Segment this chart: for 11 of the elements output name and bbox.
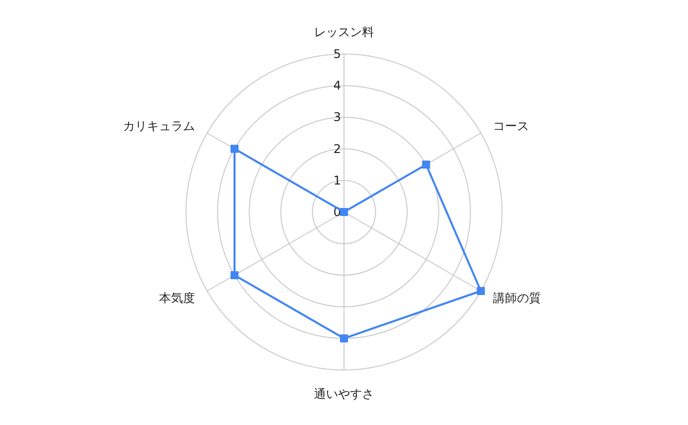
y-tick-label: 3 [333, 110, 341, 124]
y-tick-label: 2 [333, 142, 341, 156]
spoke-label: レッスン料 [314, 25, 374, 39]
spoke-label: 本気度 [159, 291, 196, 305]
y-tick-label: 5 [333, 47, 341, 61]
spoke-label: カリキュラム [123, 119, 196, 133]
spoke-label: 講師の質 [492, 291, 541, 305]
y-tick-label: 4 [333, 78, 341, 93]
spoke-label: 通いやすさ [314, 387, 374, 401]
spoke-label: コース [492, 119, 529, 133]
y-tick-label: 1 [333, 173, 341, 188]
